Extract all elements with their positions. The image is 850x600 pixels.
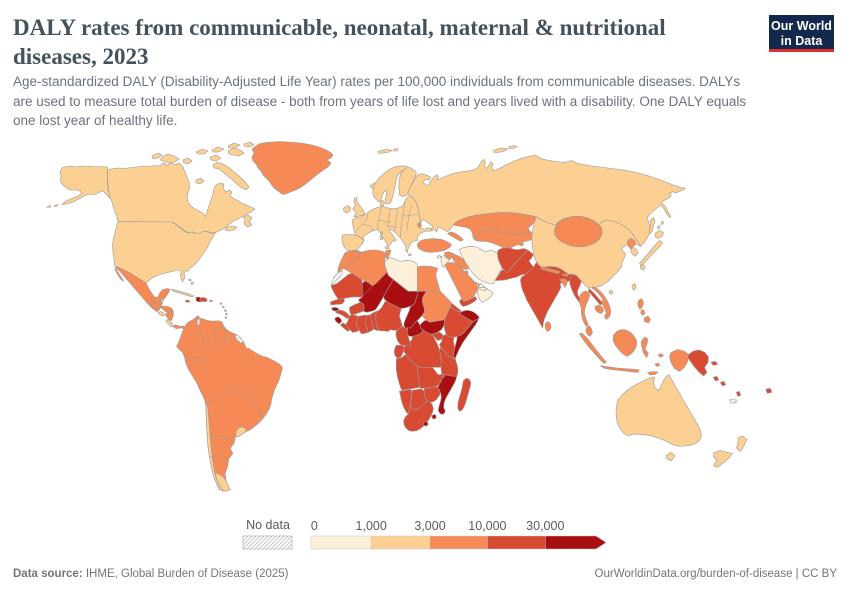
svg-text:0: 0 — [311, 519, 318, 533]
svg-text:30,000: 30,000 — [526, 519, 564, 533]
svg-text:No data: No data — [246, 518, 290, 532]
svg-text:3,000: 3,000 — [414, 519, 445, 533]
svg-text:1,000: 1,000 — [356, 519, 387, 533]
svg-text:10,000: 10,000 — [468, 519, 506, 533]
